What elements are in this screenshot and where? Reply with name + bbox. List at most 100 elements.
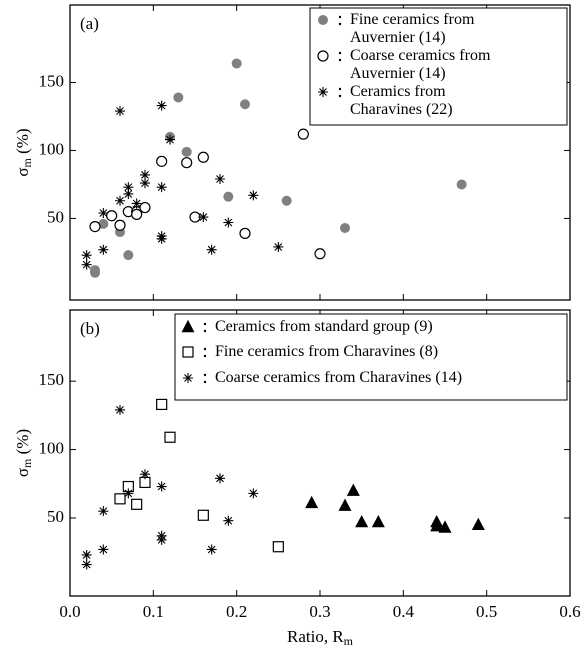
x-tick-label: 0.4	[393, 602, 415, 621]
panel-label: (b)	[80, 319, 100, 338]
legend-label: Fine ceramics from Charavines (8)	[215, 343, 439, 360]
point	[340, 222, 350, 233]
point	[181, 319, 195, 333]
legend-colon	[338, 94, 342, 98]
legend-colon	[203, 373, 207, 377]
point	[471, 517, 485, 531]
point	[81, 250, 92, 261]
x-tick-label: 0.0	[59, 602, 80, 621]
y-label-part: (%)	[13, 128, 32, 158]
point	[114, 493, 126, 505]
legend-colon	[203, 329, 207, 333]
y-label-part: σ	[13, 468, 32, 477]
point	[115, 106, 125, 117]
x-tick-label: 0.6	[559, 602, 580, 621]
point	[156, 534, 167, 545]
point	[140, 178, 150, 189]
legend-colon	[203, 347, 207, 351]
point	[98, 207, 109, 218]
x-tick-label: 0.1	[143, 602, 164, 621]
legend-colon	[203, 380, 207, 384]
point	[140, 469, 150, 480]
point	[140, 169, 150, 180]
point	[438, 520, 452, 533]
legend-colon	[203, 322, 207, 326]
point	[305, 495, 319, 509]
point	[215, 174, 225, 185]
point	[115, 195, 125, 206]
point	[98, 244, 109, 255]
point	[156, 398, 168, 411]
y-label-part: (%)	[13, 429, 32, 459]
point	[131, 198, 142, 209]
legend-box	[174, 313, 568, 401]
point	[165, 134, 175, 145]
point	[223, 515, 234, 526]
x-axis-label: Ratio, Rm	[287, 627, 354, 648]
point	[156, 481, 167, 492]
point	[81, 559, 92, 570]
legend-box	[309, 7, 568, 126]
legend-colon	[338, 15, 342, 19]
x-tick-label: 0.5	[476, 602, 497, 621]
y-label-part: m	[20, 157, 34, 167]
legend-label: Ceramics from standard group (9)	[215, 318, 433, 335]
point	[181, 157, 193, 169]
point	[156, 155, 168, 167]
y-tick-label: 100	[39, 139, 65, 158]
point	[231, 58, 242, 69]
point	[355, 514, 369, 528]
point	[114, 219, 126, 231]
point	[173, 92, 184, 103]
point	[456, 179, 467, 190]
y-label-part: σ	[13, 167, 32, 176]
point	[131, 498, 143, 510]
point	[123, 488, 134, 499]
point	[223, 191, 234, 202]
point	[181, 146, 192, 157]
point	[215, 473, 225, 484]
x-tick-label: 0.2	[226, 602, 247, 621]
point	[318, 87, 328, 97]
point	[123, 182, 134, 193]
point	[156, 182, 167, 193]
point	[123, 188, 134, 199]
point	[81, 549, 92, 560]
legend-label: Coarse ceramics from Auvernier (14)	[350, 47, 491, 82]
point	[239, 227, 251, 239]
x-label-part: m	[344, 634, 354, 648]
legend-colon	[338, 22, 342, 26]
y-axis-label: σm (%)	[13, 429, 34, 477]
y-label-part: m	[20, 458, 34, 468]
point	[248, 190, 259, 201]
legend-label: Fine ceramics from Auvernier (14)	[350, 11, 475, 46]
point	[281, 195, 292, 206]
y-tick-label: 50	[47, 207, 64, 226]
point	[318, 15, 328, 25]
point	[317, 50, 329, 62]
legend-colon	[338, 58, 342, 62]
point	[98, 544, 109, 555]
panel-label: (a)	[80, 14, 99, 33]
point	[89, 220, 101, 233]
point	[139, 201, 151, 214]
point	[90, 267, 100, 278]
point	[206, 244, 217, 255]
point	[273, 241, 284, 252]
point	[123, 250, 134, 261]
legend-label: Coarse ceramics from Charavines (14)	[215, 369, 463, 386]
point	[182, 346, 194, 358]
legend-label: Ceramics from Charavines (22)	[350, 83, 453, 118]
point	[346, 483, 360, 496]
point	[115, 404, 125, 415]
point	[223, 217, 234, 228]
point	[314, 248, 326, 260]
point	[131, 208, 143, 220]
legend-colon	[338, 87, 342, 91]
point	[197, 151, 209, 163]
point	[371, 514, 385, 528]
point	[240, 99, 250, 110]
point	[164, 431, 176, 443]
